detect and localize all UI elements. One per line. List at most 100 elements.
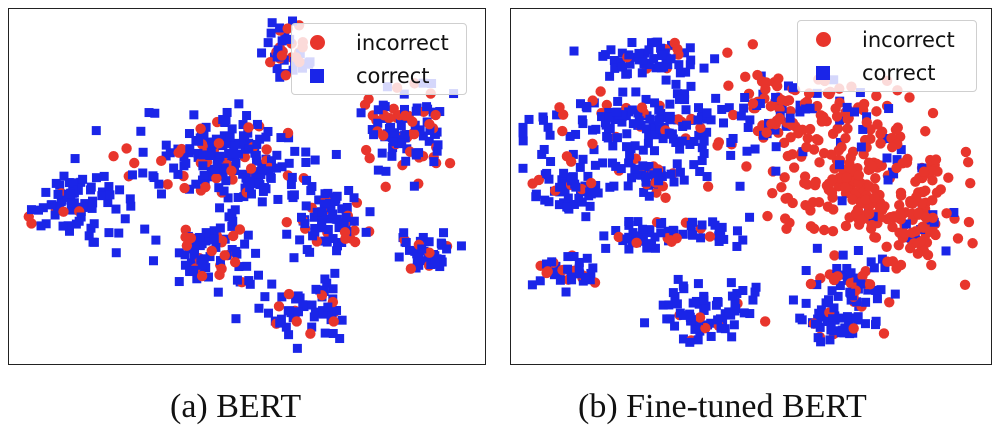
incorrect-point — [963, 216, 975, 228]
correct-point — [199, 130, 209, 140]
correct-point — [288, 16, 298, 26]
correct-point — [646, 38, 656, 48]
legend-label-correct: correct — [862, 60, 936, 85]
correct-point — [801, 298, 811, 308]
correct-point — [88, 237, 98, 247]
correct-point — [662, 314, 672, 324]
incorrect-point — [243, 122, 254, 133]
incorrect-point — [741, 161, 752, 172]
incorrect-point — [962, 157, 974, 168]
correct-point — [882, 153, 892, 163]
incorrect-point — [967, 238, 978, 249]
square-marker-icon — [812, 62, 834, 84]
incorrect-point — [760, 84, 771, 95]
correct-point — [610, 63, 620, 73]
correct-point — [245, 176, 255, 186]
correct-point — [317, 207, 327, 217]
correct-point — [267, 18, 277, 28]
incorrect-point — [430, 109, 441, 121]
correct-point — [305, 247, 315, 257]
incorrect-point — [816, 116, 828, 127]
correct-point — [654, 61, 664, 71]
incorrect-point — [162, 179, 173, 190]
correct-point — [664, 300, 674, 310]
incorrect-point — [827, 174, 838, 185]
correct-point — [277, 292, 287, 302]
correct-point — [289, 253, 299, 263]
correct-point — [835, 281, 845, 291]
correct-point — [613, 96, 623, 106]
correct-point — [625, 59, 635, 69]
correct-point — [645, 114, 655, 124]
correct-point — [198, 161, 208, 171]
correct-point — [568, 149, 578, 159]
correct-point — [861, 297, 871, 307]
correct-point — [149, 173, 159, 183]
correct-point — [537, 149, 547, 159]
correct-point — [181, 158, 191, 168]
correct-point — [256, 169, 266, 179]
incorrect-point — [811, 134, 822, 145]
correct-point — [213, 287, 223, 297]
correct-point — [693, 335, 703, 345]
correct-point — [156, 189, 166, 199]
correct-point — [845, 329, 855, 339]
correct-point — [795, 313, 805, 323]
correct-point — [702, 114, 712, 124]
incorrect-point — [213, 138, 225, 149]
incorrect-point — [227, 230, 239, 242]
correct-point — [681, 105, 691, 115]
correct-point — [34, 205, 44, 215]
incorrect-point — [281, 217, 292, 228]
correct-point — [111, 248, 121, 258]
correct-point — [717, 104, 727, 114]
correct-point — [332, 305, 342, 315]
incorrect-point — [695, 122, 706, 134]
correct-point — [544, 197, 554, 207]
correct-point — [745, 212, 755, 222]
correct-point — [230, 205, 240, 215]
correct-point — [745, 115, 755, 125]
correct-point — [674, 60, 684, 70]
correct-point — [616, 57, 626, 67]
correct-point — [577, 115, 587, 125]
correct-point — [826, 321, 836, 331]
correct-point — [876, 285, 886, 295]
correct-point — [430, 129, 440, 139]
correct-point — [622, 129, 632, 139]
incorrect-point — [747, 98, 759, 109]
correct-point — [638, 161, 648, 171]
incorrect-point — [704, 231, 716, 242]
correct-point — [644, 191, 654, 201]
incorrect-point — [930, 154, 942, 165]
correct-point — [863, 285, 873, 295]
incorrect-point — [842, 123, 853, 134]
correct-point — [190, 245, 200, 255]
correct-point — [386, 122, 396, 132]
incorrect-point — [858, 98, 870, 110]
correct-point — [257, 48, 267, 58]
incorrect-point — [922, 249, 934, 261]
incorrect-point — [827, 128, 839, 140]
incorrect-point — [918, 166, 930, 177]
correct-point — [401, 156, 411, 166]
correct-point — [711, 300, 721, 310]
correct-point — [686, 221, 696, 231]
incorrect-point — [887, 221, 898, 233]
correct-point — [869, 263, 879, 273]
incorrect-point — [871, 106, 882, 117]
incorrect-point — [805, 278, 817, 290]
correct-point — [381, 166, 391, 176]
correct-point — [184, 129, 194, 139]
correct-point — [87, 203, 97, 213]
incorrect-point — [700, 322, 711, 334]
correct-point — [637, 68, 647, 78]
correct-point — [597, 112, 607, 122]
incorrect-point — [904, 242, 916, 254]
incorrect-point — [802, 132, 813, 144]
correct-point — [174, 277, 184, 287]
incorrect-point — [831, 111, 843, 122]
correct-point — [871, 285, 881, 295]
correct-point — [663, 60, 673, 70]
correct-point — [658, 300, 668, 310]
